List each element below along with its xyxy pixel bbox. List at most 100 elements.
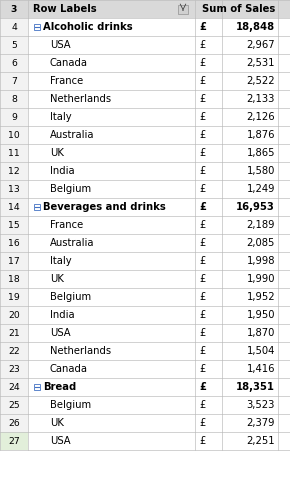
Text: 27: 27: [8, 436, 20, 446]
Bar: [0, 216, 28, 234]
Text: 2,967: 2,967: [246, 40, 275, 50]
Text: £: £: [199, 238, 205, 248]
Text: 4: 4: [11, 22, 17, 32]
Bar: [0, 198, 290, 216]
Text: £: £: [199, 292, 205, 302]
Text: Belgium: Belgium: [50, 400, 91, 410]
Text: 15: 15: [8, 220, 20, 230]
Text: 1,580: 1,580: [246, 166, 275, 176]
Bar: [0, 396, 290, 414]
Text: £: £: [199, 346, 205, 356]
Text: 1,950: 1,950: [246, 310, 275, 320]
Text: £: £: [199, 166, 205, 176]
Text: 16,953: 16,953: [236, 202, 275, 212]
Bar: [0, 360, 28, 378]
Bar: [0, 288, 290, 306]
Text: £: £: [199, 418, 205, 428]
Text: 8: 8: [11, 94, 17, 104]
Text: USA: USA: [50, 328, 71, 338]
Bar: [0, 432, 28, 450]
Bar: [0, 36, 290, 54]
Text: Bread: Bread: [43, 382, 76, 392]
Bar: [0, 414, 290, 432]
Text: Sum of Sales: Sum of Sales: [202, 4, 275, 14]
Text: 2,251: 2,251: [246, 436, 275, 446]
Bar: [0, 162, 290, 180]
Bar: [0, 36, 28, 54]
Bar: [0, 342, 290, 360]
Bar: [0, 126, 28, 144]
Text: 5: 5: [11, 40, 17, 50]
Text: India: India: [50, 310, 75, 320]
Bar: [0, 306, 28, 324]
Text: £: £: [199, 256, 205, 266]
Text: £: £: [199, 22, 206, 32]
Text: £: £: [199, 184, 205, 194]
Text: £: £: [199, 58, 205, 68]
Text: 3: 3: [11, 4, 17, 14]
Text: 2,133: 2,133: [246, 94, 275, 104]
Bar: [178, 4, 188, 14]
Text: £: £: [199, 274, 205, 284]
Bar: [34, 24, 40, 30]
Text: USA: USA: [50, 40, 71, 50]
Text: 18,848: 18,848: [236, 22, 275, 32]
Bar: [0, 72, 28, 90]
Text: 20: 20: [8, 310, 20, 320]
Text: 2,379: 2,379: [246, 418, 275, 428]
Text: 2,189: 2,189: [246, 220, 275, 230]
Text: 18,351: 18,351: [236, 382, 275, 392]
Bar: [0, 18, 28, 36]
Text: 6: 6: [11, 58, 17, 68]
Bar: [0, 0, 290, 18]
Text: 25: 25: [8, 400, 20, 409]
Bar: [0, 72, 290, 90]
Bar: [0, 90, 28, 108]
Text: Australia: Australia: [50, 238, 95, 248]
Text: Row Labels: Row Labels: [33, 4, 97, 14]
Text: 11: 11: [8, 148, 20, 158]
Bar: [0, 288, 28, 306]
Bar: [0, 198, 28, 216]
Text: France: France: [50, 220, 83, 230]
Text: 12: 12: [8, 166, 20, 175]
Bar: [0, 342, 28, 360]
Bar: [34, 204, 40, 210]
Text: 2,531: 2,531: [246, 58, 275, 68]
Bar: [0, 270, 290, 288]
Text: £: £: [199, 76, 205, 86]
Bar: [0, 162, 28, 180]
Text: 2,522: 2,522: [246, 76, 275, 86]
Text: £: £: [199, 220, 205, 230]
Text: 1,870: 1,870: [246, 328, 275, 338]
Bar: [34, 384, 40, 390]
Bar: [0, 378, 290, 396]
Text: Alcoholic drinks: Alcoholic drinks: [43, 22, 133, 32]
Text: £: £: [199, 382, 206, 392]
Text: £: £: [199, 40, 205, 50]
Text: £: £: [199, 112, 205, 122]
Text: Australia: Australia: [50, 130, 95, 140]
Text: Italy: Italy: [50, 256, 72, 266]
Text: £: £: [199, 328, 205, 338]
Bar: [0, 396, 28, 414]
Text: 1,952: 1,952: [246, 292, 275, 302]
Text: £: £: [199, 436, 205, 446]
Text: Belgium: Belgium: [50, 292, 91, 302]
Text: 1,865: 1,865: [246, 148, 275, 158]
Bar: [0, 108, 28, 126]
Text: Canada: Canada: [50, 58, 88, 68]
Text: 23: 23: [8, 364, 20, 374]
Bar: [0, 18, 290, 36]
Bar: [0, 270, 28, 288]
Text: France: France: [50, 76, 83, 86]
Text: Beverages and drinks: Beverages and drinks: [43, 202, 166, 212]
Text: 1,998: 1,998: [246, 256, 275, 266]
Text: 16: 16: [8, 238, 20, 248]
Bar: [0, 90, 290, 108]
Text: UK: UK: [50, 274, 64, 284]
Text: 1,249: 1,249: [246, 184, 275, 194]
Text: 17: 17: [8, 256, 20, 266]
Text: 18: 18: [8, 274, 20, 283]
Text: Netherlands: Netherlands: [50, 346, 111, 356]
